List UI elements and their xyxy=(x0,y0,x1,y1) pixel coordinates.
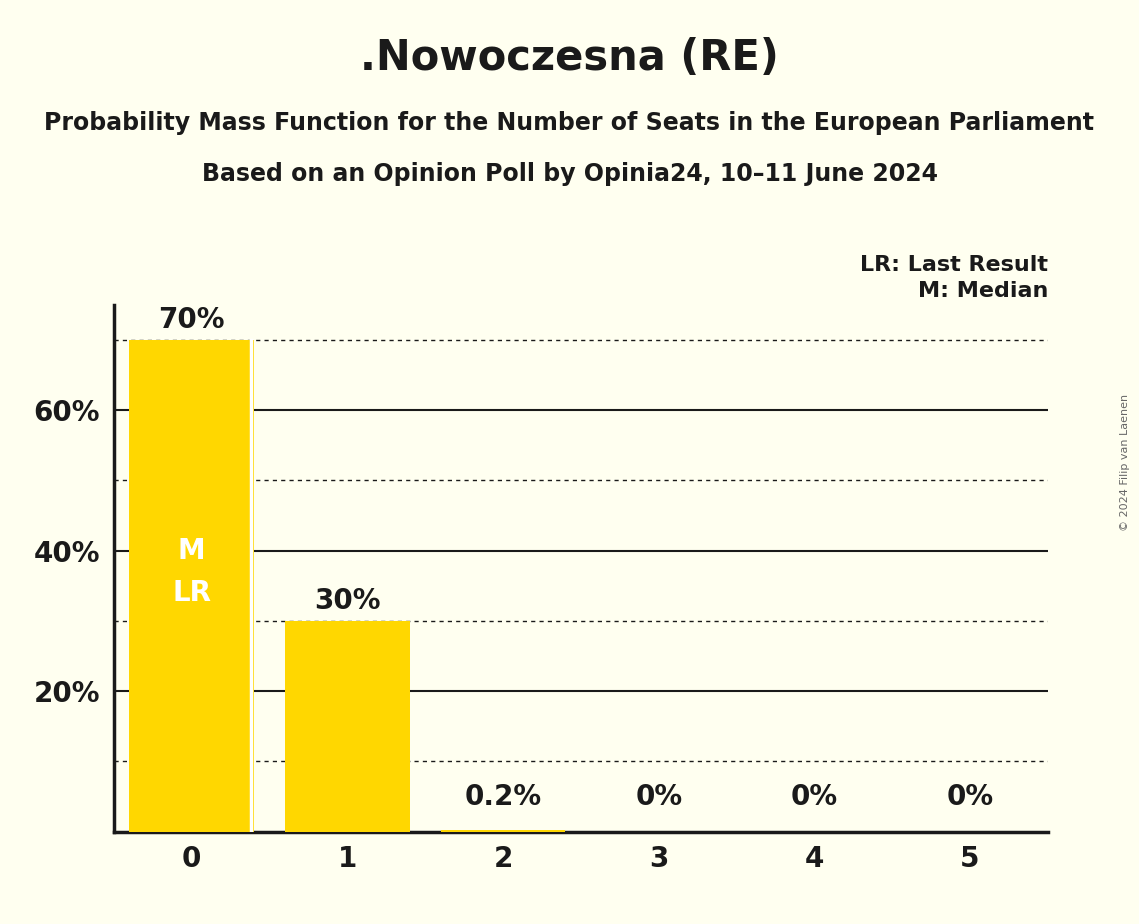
Text: 0%: 0% xyxy=(947,783,993,810)
Text: 30%: 30% xyxy=(314,588,380,615)
Bar xyxy=(130,340,254,832)
Text: M: M xyxy=(178,537,205,565)
Bar xyxy=(441,830,565,832)
Text: 70%: 70% xyxy=(158,307,226,334)
Text: Probability Mass Function for the Number of Seats in the European Parliament: Probability Mass Function for the Number… xyxy=(44,111,1095,135)
Text: M: Median: M: Median xyxy=(918,281,1048,301)
Text: LR: Last Result: LR: Last Result xyxy=(860,255,1048,274)
Text: 0%: 0% xyxy=(790,783,838,810)
Text: © 2024 Filip van Laenen: © 2024 Filip van Laenen xyxy=(1121,394,1130,530)
Text: .Nowoczesna (RE): .Nowoczesna (RE) xyxy=(360,37,779,79)
Bar xyxy=(285,621,410,832)
Text: LR: LR xyxy=(172,578,211,607)
Text: 0%: 0% xyxy=(636,783,682,810)
Text: 0.2%: 0.2% xyxy=(465,783,542,810)
Text: Based on an Opinion Poll by Opinia24, 10–11 June 2024: Based on an Opinion Poll by Opinia24, 10… xyxy=(202,162,937,186)
